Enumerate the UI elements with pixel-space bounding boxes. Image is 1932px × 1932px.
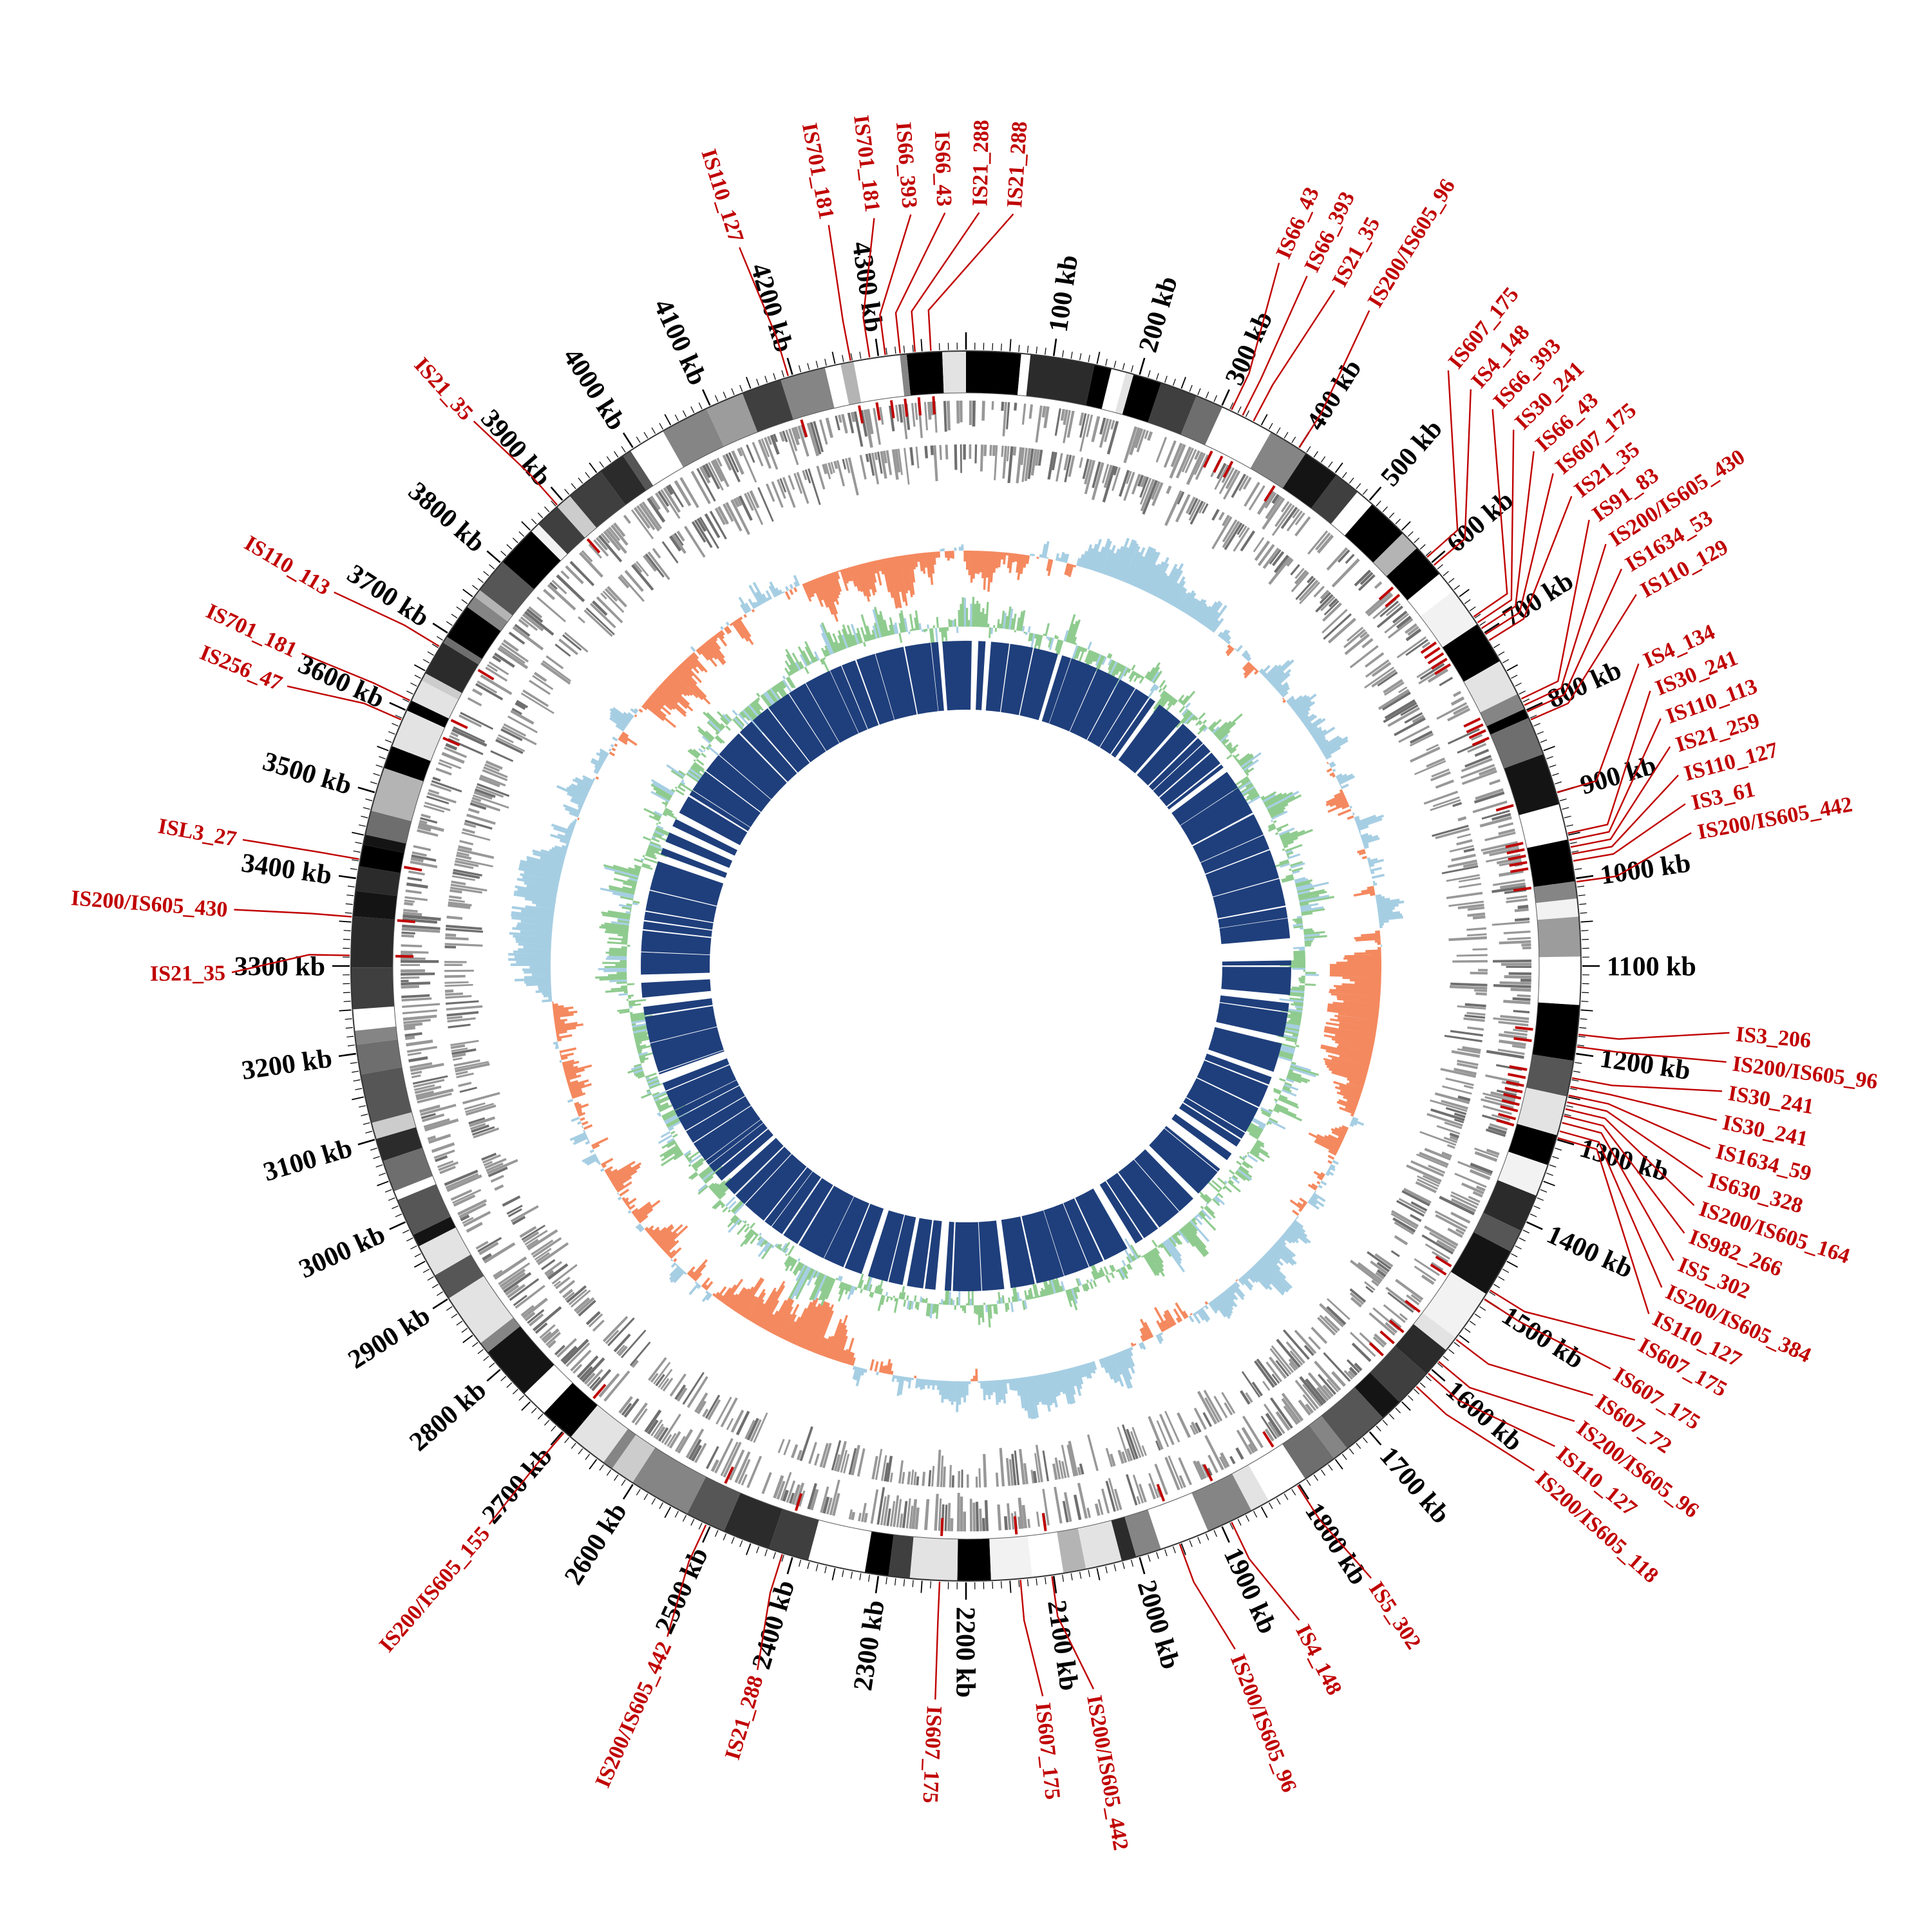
tick-label: 1400 kb: [1542, 1220, 1638, 1284]
is-element-label: IS607_175: [1030, 1701, 1065, 1801]
tick-label: 2300 kb: [848, 1598, 891, 1692]
is-element-label: IS21_288: [1003, 120, 1032, 208]
is-element-label: IS607_175: [918, 1705, 946, 1804]
is-element-label: IS701_181: [797, 121, 838, 221]
tick-label: 3000 kb: [295, 1220, 390, 1284]
is-element-label: IS200/IS605_96: [1226, 1651, 1302, 1796]
annotation-leader-lines: [231, 212, 1730, 1700]
tick-label: 1100 kb: [1607, 952, 1696, 982]
is-element-label: IS21_288: [721, 1673, 768, 1763]
tick-label: 600 kb: [1441, 486, 1519, 558]
is-element-label: IS701_181: [849, 114, 884, 214]
is-element-label: IS21_288: [969, 120, 994, 207]
tick-label: 1600 kb: [1440, 1376, 1528, 1457]
is-element-label: IS200/IS605_155: [375, 1522, 495, 1656]
is-element-label: IS110_113: [240, 531, 334, 600]
is-element-label: IS5_302: [1364, 1578, 1426, 1654]
tick-label: 4100 kb: [648, 295, 712, 390]
tick-label: 3200 kb: [240, 1044, 334, 1086]
tick-label: 500 kb: [1376, 414, 1448, 492]
tick-label: 1900 kb: [1218, 1543, 1282, 1638]
is-element-label: IS66_43: [930, 131, 956, 207]
tick-label: 4200 kb: [744, 260, 799, 355]
is-element-label: IS200/IS605_442: [591, 1638, 677, 1792]
tick-label: 2400 kb: [746, 1577, 800, 1672]
is-element-label: IS4_148: [1291, 1621, 1346, 1699]
tick-label: 2600 kb: [559, 1497, 633, 1590]
is-element-label: IS21_35: [150, 961, 225, 986]
tick-label: 3400 kb: [240, 848, 334, 891]
tick-label: 800 kb: [1543, 655, 1625, 714]
tick-label: 3700 kb: [342, 559, 435, 633]
tick-label: 3900 kb: [475, 404, 556, 492]
tick-label: 100 kb: [1044, 253, 1084, 334]
tick-label: 300 kb: [1220, 307, 1279, 390]
tick-label: 2000 kb: [1132, 1577, 1186, 1672]
tick-label: 3100 kb: [260, 1133, 355, 1188]
is-element-label: IS200/IS605_430: [70, 886, 229, 922]
tick-label: 1300 kb: [1577, 1133, 1672, 1188]
alignment-ring: [641, 640, 1294, 1293]
tick-label: 2200 kb: [950, 1607, 980, 1698]
tick-label: 3600 kb: [294, 650, 389, 714]
tick-label: 1800 kb: [1299, 1497, 1373, 1590]
is-element-label: IS3_206: [1735, 1023, 1812, 1053]
tick-label: 3800 kb: [402, 477, 491, 558]
tick-label: 2800 kb: [404, 1376, 492, 1457]
is-position-marks: [395, 396, 1533, 1537]
tick-label: 4000 kb: [557, 343, 631, 436]
tick-label: 2900 kb: [343, 1301, 436, 1375]
is-element-label: IS200/IS605_442: [1082, 1694, 1133, 1852]
tick-label: 400 kb: [1301, 354, 1368, 435]
tick-label: 700 kb: [1497, 566, 1578, 633]
is-element-label: ISL3_27: [156, 814, 238, 851]
is-element-label: IS66_393: [891, 121, 922, 209]
tick-label: 3500 kb: [260, 746, 355, 800]
is-element-label: IS200/IS605_96: [1363, 175, 1460, 312]
is-element-label: IS3_61: [1689, 777, 1757, 815]
tick-label: 200 kb: [1133, 273, 1184, 355]
tick-label: 1500 kb: [1497, 1301, 1589, 1375]
genome-segments-ring: [350, 350, 1582, 1582]
tick-label: 2500 kb: [650, 1543, 714, 1638]
is-element-label: IS21_35: [410, 353, 478, 425]
is-element-label: IS110_127: [696, 146, 748, 245]
tick-label: 1700 kb: [1374, 1441, 1455, 1530]
tick-label: 3300 kb: [234, 952, 325, 982]
tick-label: 1200 kb: [1598, 1044, 1692, 1086]
tick-label: 2100 kb: [1041, 1598, 1084, 1692]
